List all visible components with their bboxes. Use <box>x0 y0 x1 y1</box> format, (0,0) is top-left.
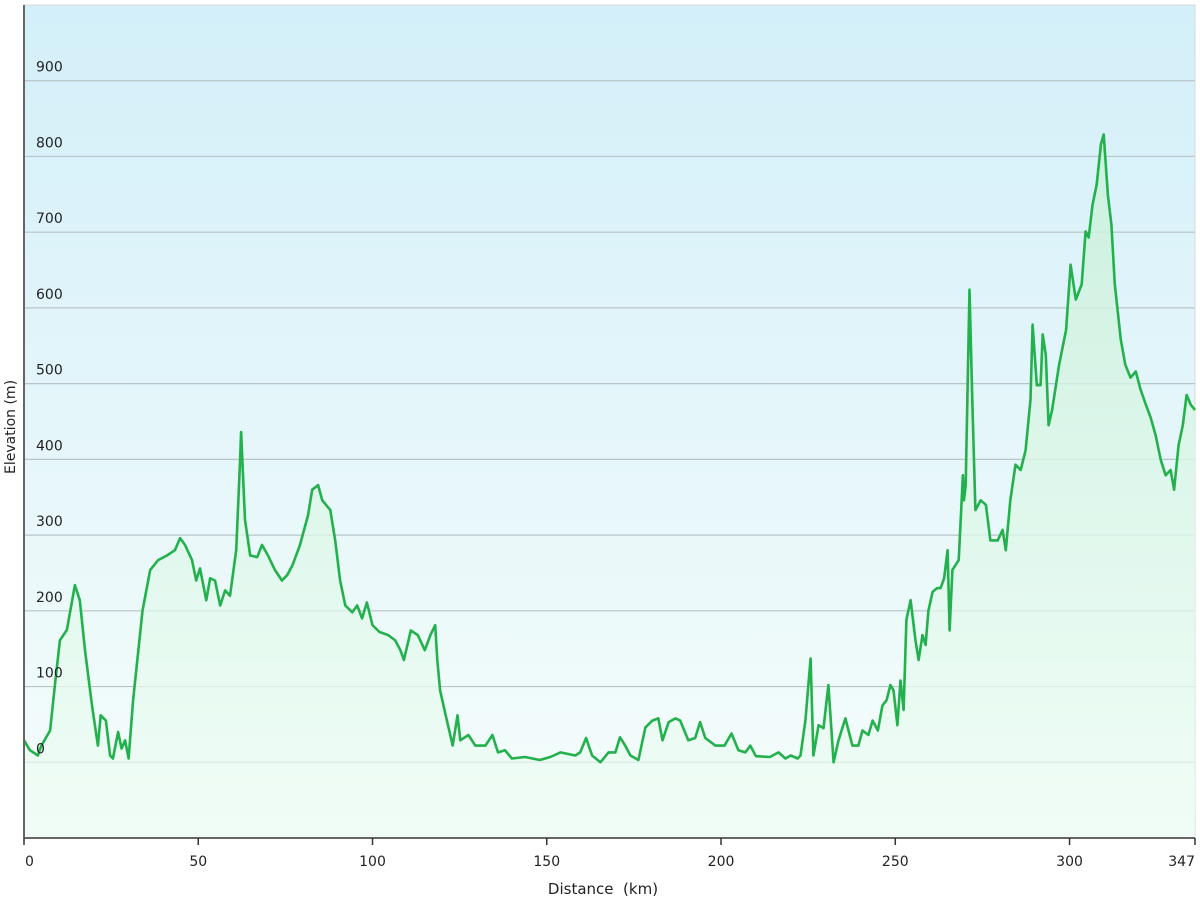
elevation-line <box>22 133 1197 764</box>
y-tick-label: 200 <box>36 590 63 606</box>
y-tick-label: 100 <box>36 666 63 682</box>
y-tick-label: 800 <box>36 135 63 151</box>
y-tick-label: 700 <box>36 211 63 227</box>
x-axis-label: Distance (km) <box>548 880 658 898</box>
x-tick-label: 250 <box>882 854 909 870</box>
x-axis-ticks: 0 50 100 150 200 250 300 347 <box>23 838 1196 870</box>
x-tick-label: 50 <box>189 854 207 870</box>
y-tick-label: 0 <box>36 741 45 757</box>
y-tick-label: 600 <box>36 287 63 303</box>
elevation-area <box>24 134 1195 838</box>
x-tick-label: 100 <box>359 854 386 870</box>
axes <box>23 5 1195 839</box>
y-axis-label: Elevation (m) <box>3 380 19 474</box>
y-axis-ticks: 0 100 200 300 400 500 600 700 800 900 <box>36 60 63 758</box>
y-tick-label: 900 <box>36 60 63 76</box>
y-tick-label: 500 <box>36 363 63 379</box>
y-tick-label: 300 <box>36 514 63 530</box>
x-tick-label: 347 <box>1168 854 1195 870</box>
x-tick-label: 0 <box>25 854 34 870</box>
x-tick-label: 300 <box>1056 854 1083 870</box>
y-tick-label: 400 <box>36 438 63 454</box>
x-tick-label: 150 <box>533 854 560 870</box>
x-tick-label: 200 <box>708 854 735 870</box>
